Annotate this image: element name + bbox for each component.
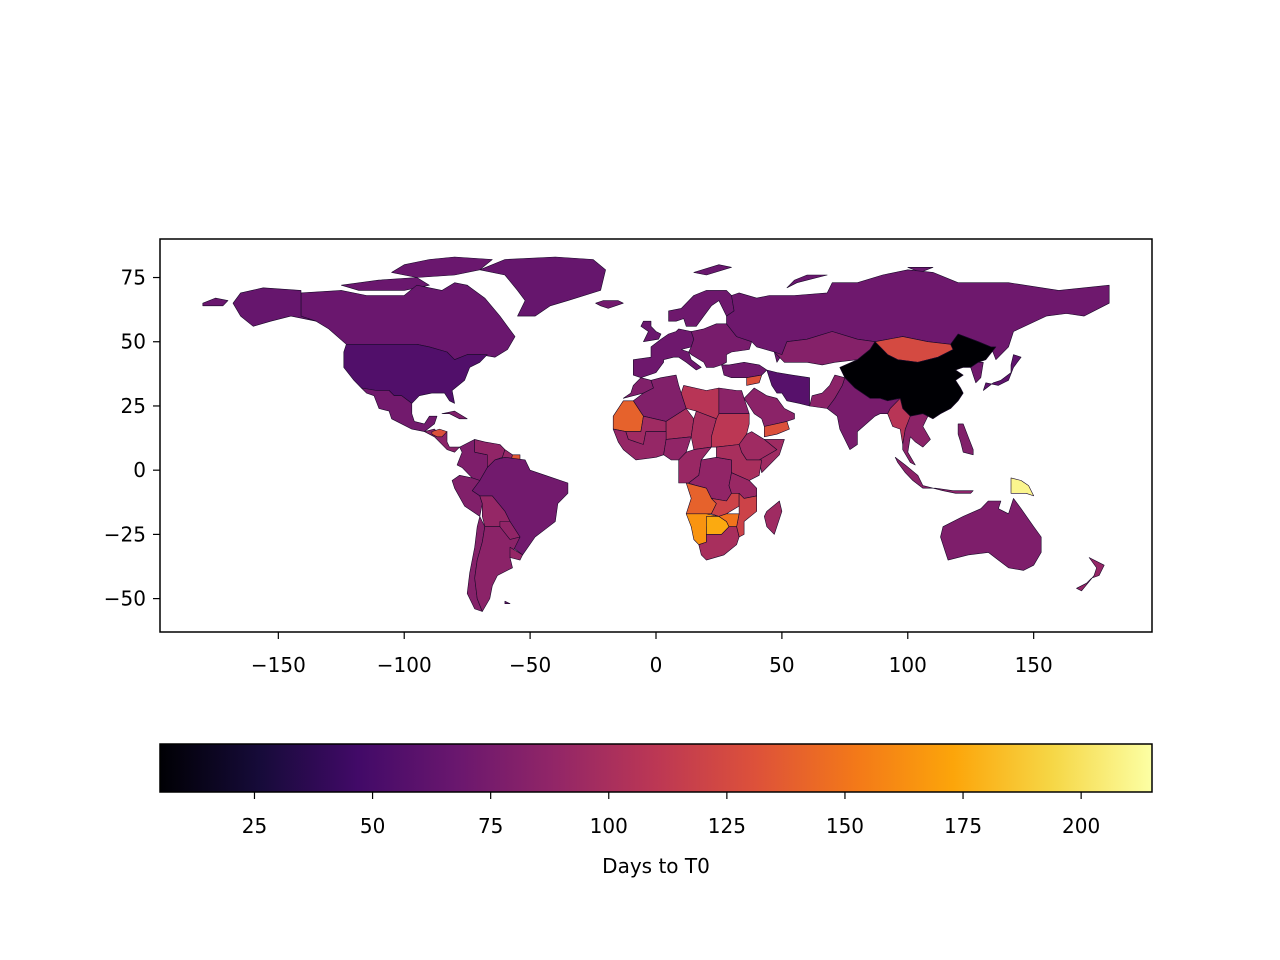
y-tick-label: 50 [121,330,146,354]
country-scandinavia: Scandinavia: 70 [668,290,735,327]
y-tick-label: 75 [121,266,146,290]
colorbar: 25 50 75 100 125 150 175 200 Days to T0 [159,743,1153,878]
island-shape [202,297,229,307]
country-greenland: Greenland: 66 [479,256,606,317]
country-iran: Iran: 58 [766,369,810,407]
x-tick-label: 0 [650,653,663,677]
country-somalia: Somalia: 95 [758,439,785,474]
colorbar-label: Days to T0 [602,854,710,878]
x-tick-label: 150 [1015,653,1053,677]
x-tick-label: −100 [377,653,432,677]
island-shape [693,264,732,276]
y-tick-label: 0 [133,458,146,482]
country-south-africa: South Africa: 100 [698,526,740,561]
island-shape [786,274,828,289]
country-australia: Australia: 78 [940,498,1042,571]
country-alaska-usa: Alaska (USA): 66 [232,287,317,327]
y-tick-label: −25 [104,522,146,546]
country-indonesia: Indonesia: 85 [894,456,974,494]
country-canada: Canada: 68 [300,282,516,361]
x-axis: −150 −100 −50 0 50 100 150 [251,632,1053,677]
island-shape [391,256,493,278]
country-honduras: Honduras: 130 [431,428,448,438]
y-tick-label: −50 [104,587,146,611]
island-shape [340,277,430,291]
colorbar-tick-label: 175 [944,814,982,838]
country-mozambique: Mozambique: 120 [736,492,758,538]
country-cuba: Cuba: 80 [441,410,468,420]
x-tick-label: −50 [509,653,551,677]
country-zambia: Zambia: 120 [711,492,740,517]
country-korea: Korea: 72 [970,361,984,384]
colorbar-tick-label: 50 [360,814,385,838]
country-new-zealand: New Zealand: 90 [1076,557,1105,592]
colorbar-gradient [159,743,1153,793]
colorbar-tick-label: 150 [826,814,864,838]
island-shape [907,266,934,273]
colorbar-tick-label: 125 [708,814,746,838]
country-sudan: Sudan: 110 [711,413,750,448]
country-madagascar: Madagascar: 95 [763,500,783,535]
map-plot-area: Canada: 68Alaska (USA): 66United States:… [202,256,1110,612]
country-syria: Syria: 130 [746,374,763,386]
y-tick-label: 25 [121,394,146,418]
colorbar-tick-label: 200 [1062,814,1100,838]
x-tick-label: 50 [769,653,794,677]
colorbar-tick-label: 100 [590,814,628,838]
country-papua-new-guinea: Papua New Guinea: 210 [1010,477,1034,497]
country-saudi-arabia: Saudi Arabia: 85 [743,387,795,427]
colorbar-tick-label: 25 [242,814,267,838]
country-iceland: Iceland: 72 [595,300,624,309]
country-pakistan: Pakistan: 85 [809,374,846,409]
colorbar-ticks: 25 50 75 100 125 150 175 200 [242,792,1100,838]
country-egypt: Egypt: 85 [718,387,750,415]
x-tick-label: −150 [251,653,306,677]
country-east-africa: East Africa: 100 [716,444,763,481]
y-axis: 75 50 25 0 −25 −50 [104,266,160,611]
country-mexico: Mexico: 72 [361,387,438,432]
country-united-kingdom: United Kingdom: 68 [640,320,662,343]
island-shape [504,600,511,605]
colorbar-tick-label: 75 [478,814,503,838]
country-peru: Peru: 80 [451,474,483,517]
country-southeast-asia: Southeast Asia: 85 [902,413,931,466]
country-venezuela: Venezuela: 88 [474,439,506,468]
country-yemen: Yemen: 130 [763,421,790,438]
x-tick-label: 100 [889,653,927,677]
country-western-europe: Western Europe: 70 [632,328,702,379]
country-uruguay: Uruguay: 90 [509,546,523,561]
country-argentina: Argentina: 85 [474,526,521,612]
country-japan: Japan: 62 [982,354,1022,391]
country-philippines: Philippines: 80 [957,423,974,456]
country-turkey: Turkey: 72 [721,361,768,379]
